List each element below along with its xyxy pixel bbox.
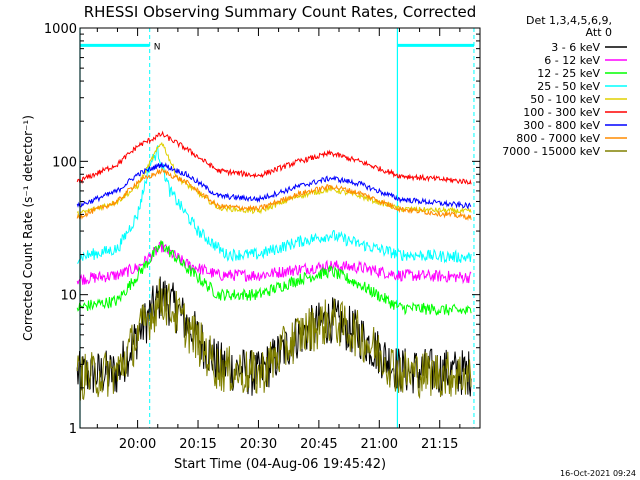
chart-title: RHESSI Observing Summary Count Rates, Co…	[84, 3, 477, 21]
legend-label: 12 - 25 keV	[537, 67, 600, 80]
series-line-9	[76, 278, 472, 401]
plot-timestamp: 16-Oct-2021 09:24	[560, 469, 636, 478]
legend-label: 25 - 50 keV	[537, 80, 600, 93]
series-line-8	[76, 168, 472, 222]
legend-label: 7000 - 15000 keV	[502, 145, 600, 158]
plot-frame	[79, 27, 481, 429]
legend-label: 6 - 12 keV	[544, 54, 600, 67]
legend-label: 800 - 7000 keV	[516, 132, 600, 145]
legend-header: Att 0	[586, 26, 612, 39]
series-lines	[76, 130, 472, 401]
axes: 1 10 100 1000 20:00 20:15 20:30 20:45 21:00 21:15	[44, 22, 481, 452]
series-line-7	[76, 162, 472, 210]
marker-label: N	[154, 42, 161, 52]
x-tick-label: 20:45	[300, 437, 337, 452]
series-line-2	[76, 241, 472, 285]
x-tick-label: 21:15	[421, 437, 458, 452]
legend-label: 50 - 100 keV	[530, 93, 600, 106]
legend-label: 3 - 6 keV	[551, 41, 600, 54]
legend-label: 300 - 800 keV	[523, 119, 600, 132]
legend-label: 100 - 300 keV	[523, 106, 600, 119]
y-tick-label: 1	[69, 422, 77, 437]
series-line-4	[77, 145, 472, 264]
series-line-3	[76, 240, 472, 316]
x-tick-label: 20:15	[179, 437, 216, 452]
y-axis-label: Corrected Count Rate (s⁻¹ detector⁻¹)	[21, 115, 35, 341]
y-tick-label: 100	[52, 155, 77, 170]
y-tick-label: 10	[60, 289, 77, 304]
x-axis-label: Start Time (04-Aug-06 19:45:42)	[174, 457, 386, 472]
x-tick-label: 20:30	[240, 437, 277, 452]
y-tick-label: 1000	[44, 22, 77, 37]
plot-area: N	[76, 28, 475, 428]
legend-header: Det 1,3,4,5,6,9,	[526, 14, 612, 27]
series-line-6	[76, 130, 472, 185]
x-tick-label: 21:00	[361, 437, 398, 452]
x-tick-label: 20:00	[119, 437, 156, 452]
